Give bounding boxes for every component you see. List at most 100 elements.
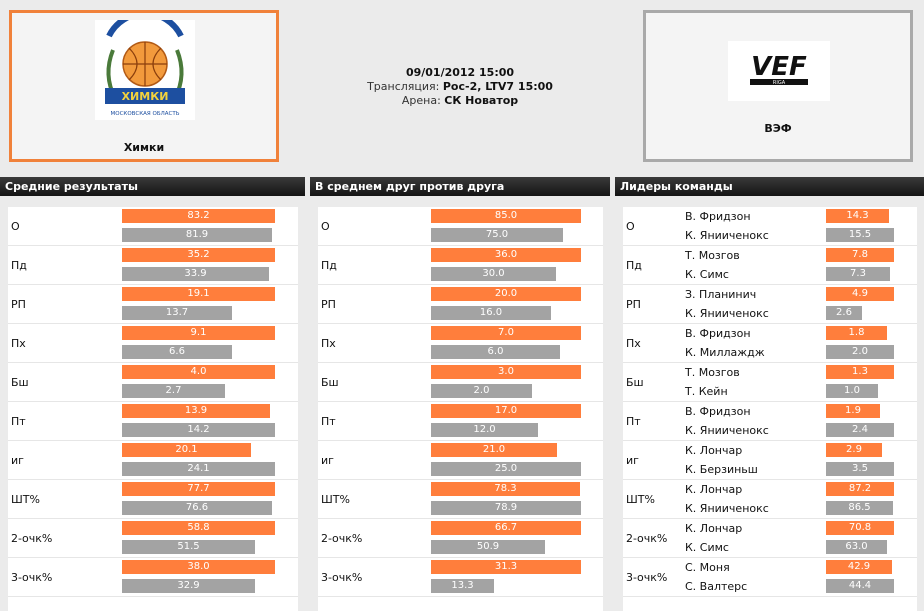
stat-row: ШТ% 77.7 76.6 [8, 480, 298, 519]
away-team-card[interactable]: VEF RIGA ВЭФ [643, 10, 913, 162]
home-player-link[interactable]: В. Фридзон [685, 210, 751, 223]
stat-label: ШТ% [321, 493, 350, 506]
away-value-bar: 14.2 [122, 423, 275, 437]
away-value-bar: 44.4 [826, 579, 894, 593]
home-value-bar: 1.3 [826, 365, 894, 379]
away-player-link[interactable]: К. Янииченокс [685, 502, 769, 515]
away-value-bar: 2.0 [431, 384, 532, 398]
broadcast-value: Рос-2, LTV7 15:00 [442, 80, 553, 93]
stat-row: иг 21.0 25.0 [318, 441, 603, 480]
away-value-bar: 63.0 [826, 540, 887, 554]
home-player-link[interactable]: Т. Мозгов [685, 366, 740, 379]
stat-row: О В. Фридзон К. Янииченокс 14.3 15.5 [623, 207, 917, 246]
away-value-bar: 16.0 [431, 306, 551, 320]
away-value-bar: 33.9 [122, 267, 269, 281]
leaders-panel: Лидеры команды О В. Фридзон К. Янииченокс 1… [615, 177, 924, 611]
stat-label: 2-очк% [626, 532, 668, 545]
away-value-bar: 13.7 [122, 306, 232, 320]
home-team-name[interactable]: Химки [123, 141, 165, 154]
stat-row: Бш 3.0 2.0 [318, 363, 603, 402]
home-player-link[interactable]: К. Лончар [685, 522, 743, 535]
head-to-head-panel: В среднем друг против друга О 85.0 75.0 Пд 3… [310, 177, 610, 611]
away-value-bar: 75.0 [431, 228, 563, 242]
home-value-bar: 87.2 [826, 482, 894, 496]
svg-text:МОСКОВСКАЯ ОБЛАСТЬ: МОСКОВСКАЯ ОБЛАСТЬ [111, 111, 180, 117]
stat-row: Пх 7.0 6.0 [318, 324, 603, 363]
match-info: 09/01/2012 15:00 Трансляция: Рос-2, LTV7… [300, 66, 620, 108]
away-player-link[interactable]: Т. Кейн [685, 385, 728, 398]
away-player-link[interactable]: К. Янииченокс [685, 424, 769, 437]
home-value-bar: 1.9 [826, 404, 880, 418]
away-value-bar: 2.7 [122, 384, 225, 398]
home-value-bar: 1.8 [826, 326, 887, 340]
away-player-link[interactable]: К. Симс [685, 541, 729, 554]
home-value-bar: 17.0 [431, 404, 581, 418]
stat-row: Пт 13.9 14.2 [8, 402, 298, 441]
stat-row: Пт В. Фридзон К. Янииченокс 1.9 2.4 [623, 402, 917, 441]
away-value-bar: 25.0 [431, 462, 581, 476]
stat-row: РП 20.0 16.0 [318, 285, 603, 324]
home-value-bar: 78.3 [431, 482, 580, 496]
stat-row: Бш 4.0 2.7 [8, 363, 298, 402]
home-value-bar: 13.9 [122, 404, 270, 418]
stat-label: 3-очк% [11, 571, 53, 584]
stat-label: Пд [11, 259, 27, 272]
away-player-link[interactable]: К. Берзиньш [685, 463, 758, 476]
home-value-bar: 9.1 [122, 326, 275, 340]
stat-label: РП [321, 298, 336, 311]
stat-label: О [626, 220, 635, 233]
home-value-bar: 77.7 [122, 482, 275, 496]
home-value-bar: 14.3 [826, 209, 889, 223]
stat-label: Пт [626, 415, 641, 428]
stat-row: 3-очк% С. Моня С. Валтерс 42.9 44.4 [623, 558, 917, 597]
stat-row: Пх В. Фридзон К. Миллаждж 1.8 2.0 [623, 324, 917, 363]
leaders-panel-title: Лидеры команды [615, 177, 924, 196]
home-player-link[interactable]: З. Планинич [685, 288, 757, 301]
stat-row: ШТ% 78.3 78.9 [318, 480, 603, 519]
stat-row: 2-очк% 58.8 51.5 [8, 519, 298, 558]
stat-row: Пд Т. Мозгов К. Симс 7.8 7.3 [623, 246, 917, 285]
away-player-link[interactable]: К. Симс [685, 268, 729, 281]
stat-row: иг 20.1 24.1 [8, 441, 298, 480]
home-player-link[interactable]: К. Лончар [685, 444, 743, 457]
stat-row: О 85.0 75.0 [318, 207, 603, 246]
away-value-bar: 12.0 [431, 423, 538, 437]
averages-panel: Средние результаты О 83.2 81.9 Пд 35.2 33.9 РП… [0, 177, 305, 611]
away-team-name[interactable]: ВЭФ [764, 122, 792, 135]
stat-label: Пт [321, 415, 336, 428]
home-value-bar: 35.2 [122, 248, 275, 262]
home-value-bar: 83.2 [122, 209, 275, 223]
stat-row: Пд 36.0 30.0 [318, 246, 603, 285]
arena-value: СК Новатор [444, 94, 519, 107]
away-player-link[interactable]: С. Валтерс [685, 580, 748, 593]
averages-list: О 83.2 81.9 Пд 35.2 33.9 РП 19.1 13.7 Пх 9.1 6.6 Бш 4… [8, 207, 298, 611]
home-player-link[interactable]: С. Моня [685, 561, 730, 574]
home-team-card[interactable]: ХИМКИ МОСКОВСКАЯ ОБЛАСТЬ Химки [9, 10, 279, 162]
away-value-bar: 2.4 [826, 423, 894, 437]
stat-label: ШТ% [11, 493, 40, 506]
away-player-link[interactable]: К. Миллаждж [685, 346, 765, 359]
away-value-bar: 15.5 [826, 228, 894, 242]
away-player-link[interactable]: К. Янииченокс [685, 307, 769, 320]
home-value-bar: 19.1 [122, 287, 275, 301]
stat-row: Пх 9.1 6.6 [8, 324, 298, 363]
stat-row: Пт 17.0 12.0 [318, 402, 603, 441]
stat-label: Пт [11, 415, 26, 428]
away-value-bar: 81.9 [122, 228, 272, 242]
khimki-logo: ХИМКИ МОСКОВСКАЯ ОБЛАСТЬ [95, 10, 195, 120]
home-player-link[interactable]: К. Лончар [685, 483, 743, 496]
stat-row: Бш Т. Мозгов Т. Кейн 1.3 1.0 [623, 363, 917, 402]
home-value-bar: 4.9 [826, 287, 894, 301]
stat-label: Пд [626, 259, 642, 272]
away-value-bar: 76.6 [122, 501, 272, 515]
stat-label: Пд [321, 259, 337, 272]
away-value-bar: 30.0 [431, 267, 556, 281]
home-player-link[interactable]: В. Фридзон [685, 405, 751, 418]
home-player-link[interactable]: В. Фридзон [685, 327, 751, 340]
away-player-link[interactable]: К. Янииченокс [685, 229, 769, 242]
home-player-link[interactable]: Т. Мозгов [685, 249, 740, 262]
stat-row: 3-очк% 31.3 13.3 [318, 558, 603, 597]
stat-label: 2-очк% [11, 532, 53, 545]
stat-row: О 83.2 81.9 [8, 207, 298, 246]
stat-row: 2-очк% К. Лончар К. Симс 70.8 63.0 [623, 519, 917, 558]
